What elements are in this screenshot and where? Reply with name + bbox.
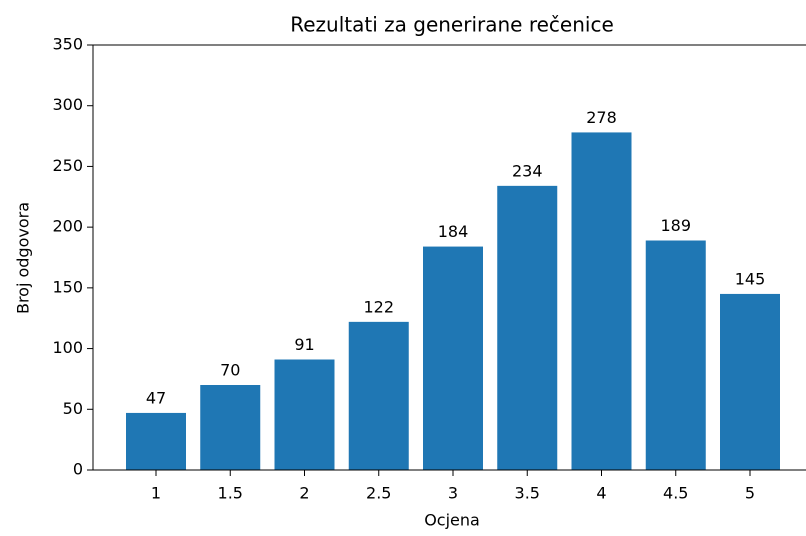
x-axis-label: Ocjena [424, 511, 480, 530]
y-tick-label: 350 [52, 35, 83, 54]
y-tick-label: 150 [52, 277, 83, 296]
bar [645, 240, 706, 470]
x-tick-label: 4.5 [663, 484, 688, 503]
bar [571, 132, 632, 470]
bar [126, 412, 186, 470]
bar [348, 321, 409, 470]
x-tick-label: 2.5 [366, 484, 391, 503]
y-tick-label: 50 [63, 399, 83, 418]
data-label: 47 [146, 388, 166, 407]
x-tick-label: 1.5 [218, 484, 243, 503]
bar [720, 293, 780, 470]
data-label: 184 [438, 222, 469, 241]
bar [423, 246, 483, 470]
data-label: 145 [735, 269, 766, 288]
chart-title: Rezultati za generirane rečenice [290, 13, 614, 37]
x-tick-label: 3.5 [515, 484, 540, 503]
y-axis-label: Broj odgovora [14, 202, 33, 314]
data-label: 91 [294, 335, 314, 354]
bar [497, 185, 558, 470]
x-tick-label: 3 [448, 484, 458, 503]
x-tick-label: 1 [151, 484, 161, 503]
y-tick-label: 250 [52, 156, 83, 175]
data-label: 122 [363, 297, 394, 316]
y-tick-label: 100 [52, 338, 83, 357]
y-tick-label: 200 [52, 217, 83, 236]
y-tick-label: 300 [52, 95, 83, 114]
x-tick-label: 2 [299, 484, 309, 503]
bar [274, 359, 335, 470]
data-label: 189 [660, 216, 691, 235]
data-label: 70 [220, 361, 240, 380]
data-label: 234 [512, 161, 543, 180]
x-tick-label: 5 [745, 484, 755, 503]
x-tick-label: 4 [596, 484, 606, 503]
data-label: 278 [586, 108, 617, 127]
y-tick-label: 0 [73, 460, 83, 479]
bar [200, 385, 261, 470]
